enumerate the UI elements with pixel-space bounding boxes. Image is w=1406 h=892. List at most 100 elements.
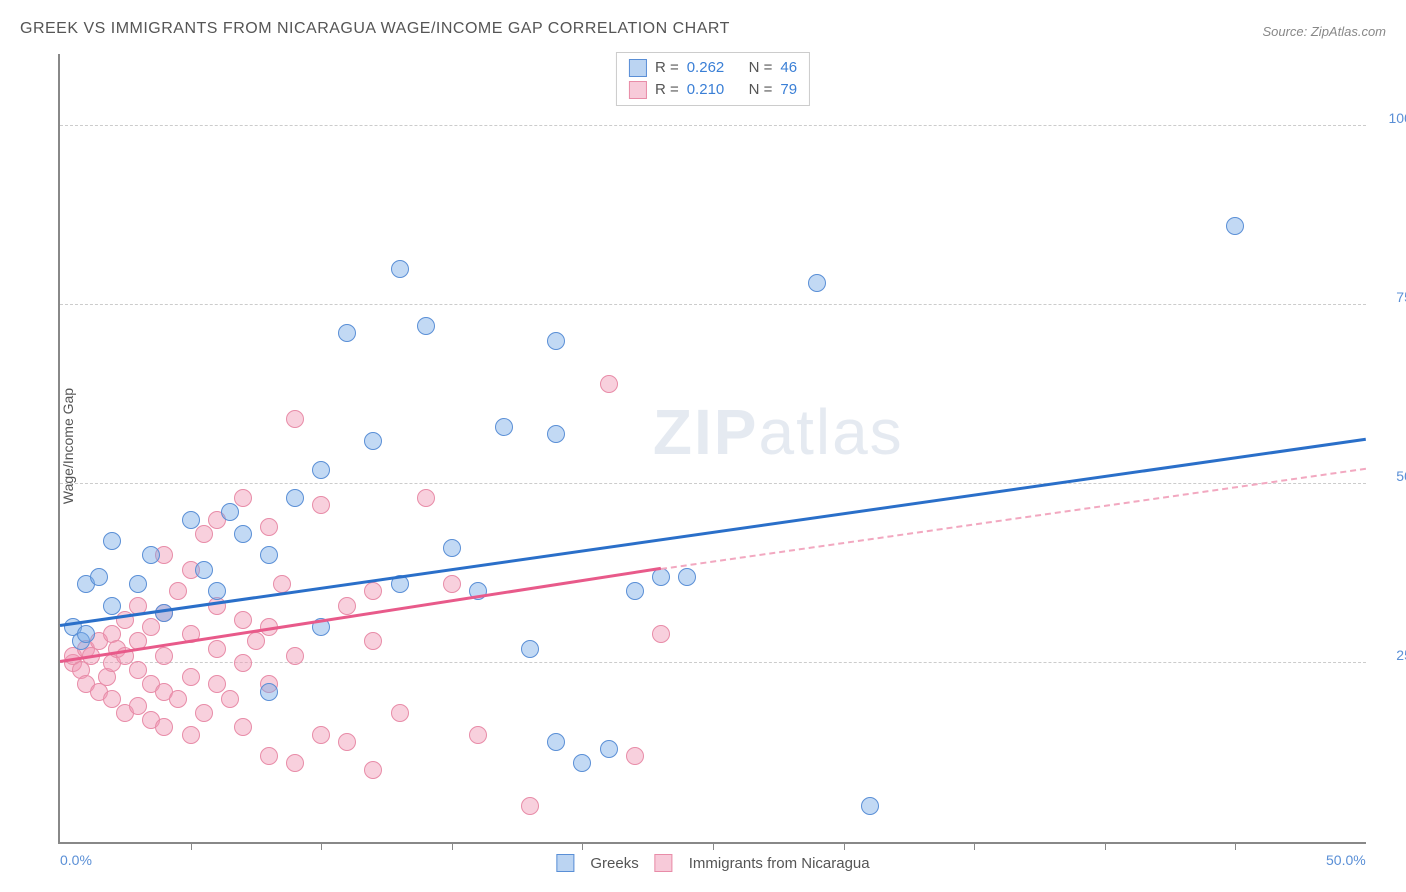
scatter-point bbox=[260, 546, 278, 564]
y-tick-label: 100.0% bbox=[1376, 110, 1406, 126]
scatter-point bbox=[600, 740, 618, 758]
scatter-point bbox=[182, 668, 200, 686]
scatter-point bbox=[129, 661, 147, 679]
y-tick-label: 25.0% bbox=[1376, 647, 1406, 663]
x-tick-label: 50.0% bbox=[1326, 852, 1366, 868]
scatter-point bbox=[221, 503, 239, 521]
scatter-point bbox=[521, 797, 539, 815]
scatter-point bbox=[169, 582, 187, 600]
scatter-point bbox=[417, 489, 435, 507]
scatter-point bbox=[443, 539, 461, 557]
scatter-point bbox=[391, 260, 409, 278]
scatter-point bbox=[129, 697, 147, 715]
scatter-point bbox=[286, 489, 304, 507]
x-tick bbox=[844, 842, 845, 850]
legend-swatch-blue bbox=[629, 59, 647, 77]
scatter-point bbox=[155, 718, 173, 736]
x-tick bbox=[452, 842, 453, 850]
scatter-point bbox=[142, 618, 160, 636]
scatter-point bbox=[103, 532, 121, 550]
scatter-point bbox=[338, 733, 356, 751]
legend-label-nicaragua: Immigrants from Nicaragua bbox=[689, 855, 870, 872]
x-tick bbox=[1235, 842, 1236, 850]
scatter-point bbox=[652, 625, 670, 643]
x-tick-label: 0.0% bbox=[60, 852, 92, 868]
scatter-point bbox=[182, 511, 200, 529]
scatter-point bbox=[234, 611, 252, 629]
legend-row-greeks: R = 0.262 N = 46 bbox=[629, 57, 797, 79]
scatter-point bbox=[221, 690, 239, 708]
scatter-point bbox=[808, 274, 826, 292]
scatter-point bbox=[260, 683, 278, 701]
source-attribution: Source: ZipAtlas.com bbox=[1262, 24, 1386, 39]
scatter-point bbox=[142, 546, 160, 564]
x-tick bbox=[191, 842, 192, 850]
scatter-point bbox=[495, 418, 513, 436]
scatter-point bbox=[521, 640, 539, 658]
scatter-point bbox=[312, 726, 330, 744]
scatter-point bbox=[338, 324, 356, 342]
legend-swatch-greeks bbox=[556, 854, 574, 872]
gridline-h bbox=[60, 662, 1366, 663]
scatter-point bbox=[547, 733, 565, 751]
scatter-point bbox=[364, 582, 382, 600]
scatter-point bbox=[103, 597, 121, 615]
scatter-point bbox=[77, 625, 95, 643]
scatter-point bbox=[208, 582, 226, 600]
scatter-point bbox=[469, 726, 487, 744]
scatter-point bbox=[364, 632, 382, 650]
x-tick bbox=[974, 842, 975, 850]
scatter-point bbox=[169, 690, 187, 708]
scatter-point bbox=[286, 754, 304, 772]
scatter-point bbox=[443, 575, 461, 593]
scatter-point bbox=[286, 647, 304, 665]
scatter-point bbox=[861, 797, 879, 815]
scatter-point bbox=[312, 496, 330, 514]
scatter-point bbox=[391, 704, 409, 722]
gridline-h bbox=[60, 483, 1366, 484]
scatter-point bbox=[338, 597, 356, 615]
scatter-point bbox=[364, 432, 382, 450]
scatter-point bbox=[260, 747, 278, 765]
scatter-point bbox=[417, 317, 435, 335]
series-legend: Greeks Immigrants from Nicaragua bbox=[556, 854, 869, 872]
scatter-point bbox=[626, 747, 644, 765]
scatter-point bbox=[129, 575, 147, 593]
scatter-point bbox=[312, 461, 330, 479]
x-tick bbox=[321, 842, 322, 850]
scatter-point bbox=[247, 632, 265, 650]
scatter-point bbox=[260, 518, 278, 536]
scatter-point bbox=[103, 690, 121, 708]
chart-container: GREEK VS IMMIGRANTS FROM NICARAGUA WAGE/… bbox=[0, 0, 1406, 892]
trend-line bbox=[60, 438, 1366, 627]
scatter-point bbox=[90, 568, 108, 586]
x-tick bbox=[713, 842, 714, 850]
scatter-point bbox=[234, 489, 252, 507]
y-tick-label: 75.0% bbox=[1376, 289, 1406, 305]
x-tick bbox=[1105, 842, 1106, 850]
legend-swatch-nicaragua bbox=[655, 854, 673, 872]
scatter-point bbox=[364, 761, 382, 779]
scatter-point bbox=[208, 675, 226, 693]
scatter-point bbox=[234, 718, 252, 736]
correlation-legend: R = 0.262 N = 46 R = 0.210 N = 79 bbox=[616, 52, 810, 106]
scatter-point bbox=[234, 525, 252, 543]
legend-swatch-pink bbox=[629, 81, 647, 99]
y-tick-label: 50.0% bbox=[1376, 468, 1406, 484]
scatter-point bbox=[195, 525, 213, 543]
scatter-point bbox=[286, 410, 304, 428]
x-tick bbox=[582, 842, 583, 850]
scatter-point bbox=[678, 568, 696, 586]
scatter-point bbox=[600, 375, 618, 393]
scatter-point bbox=[155, 647, 173, 665]
scatter-point bbox=[547, 425, 565, 443]
scatter-point bbox=[195, 561, 213, 579]
scatter-point bbox=[234, 654, 252, 672]
scatter-point bbox=[195, 704, 213, 722]
legend-label-greeks: Greeks bbox=[590, 855, 638, 872]
plot-area: ZIPatlas R = 0.262 N = 46 R = 0.210 N = … bbox=[58, 54, 1366, 844]
scatter-point bbox=[626, 582, 644, 600]
scatter-point bbox=[182, 726, 200, 744]
scatter-point bbox=[573, 754, 591, 772]
scatter-point bbox=[1226, 217, 1244, 235]
